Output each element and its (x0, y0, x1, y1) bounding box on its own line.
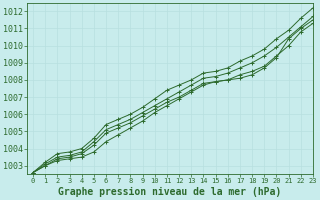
X-axis label: Graphe pression niveau de la mer (hPa): Graphe pression niveau de la mer (hPa) (58, 187, 282, 197)
